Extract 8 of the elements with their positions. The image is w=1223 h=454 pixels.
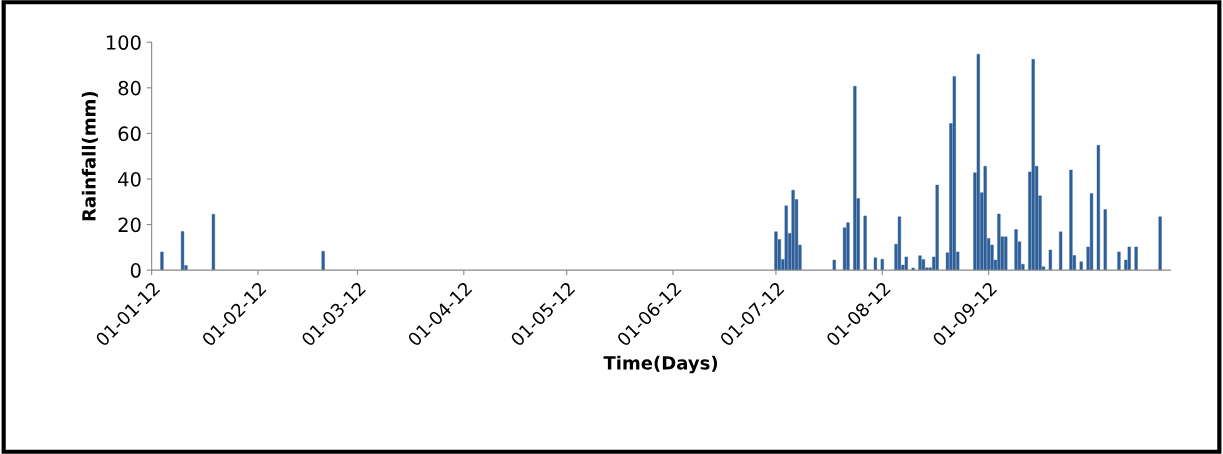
- x-axis-title: Time(Days): [603, 355, 718, 374]
- y-tick-label: 60: [118, 126, 141, 142]
- y-axis-title: Rainfall(mm): [81, 91, 98, 221]
- y-tick-label: 40: [118, 171, 141, 187]
- y-tick-label: 0: [130, 263, 141, 278]
- y-tick-label: 80: [118, 80, 141, 96]
- y-tick-label: 20: [118, 217, 141, 233]
- y-tick-label: 100: [106, 35, 141, 50]
